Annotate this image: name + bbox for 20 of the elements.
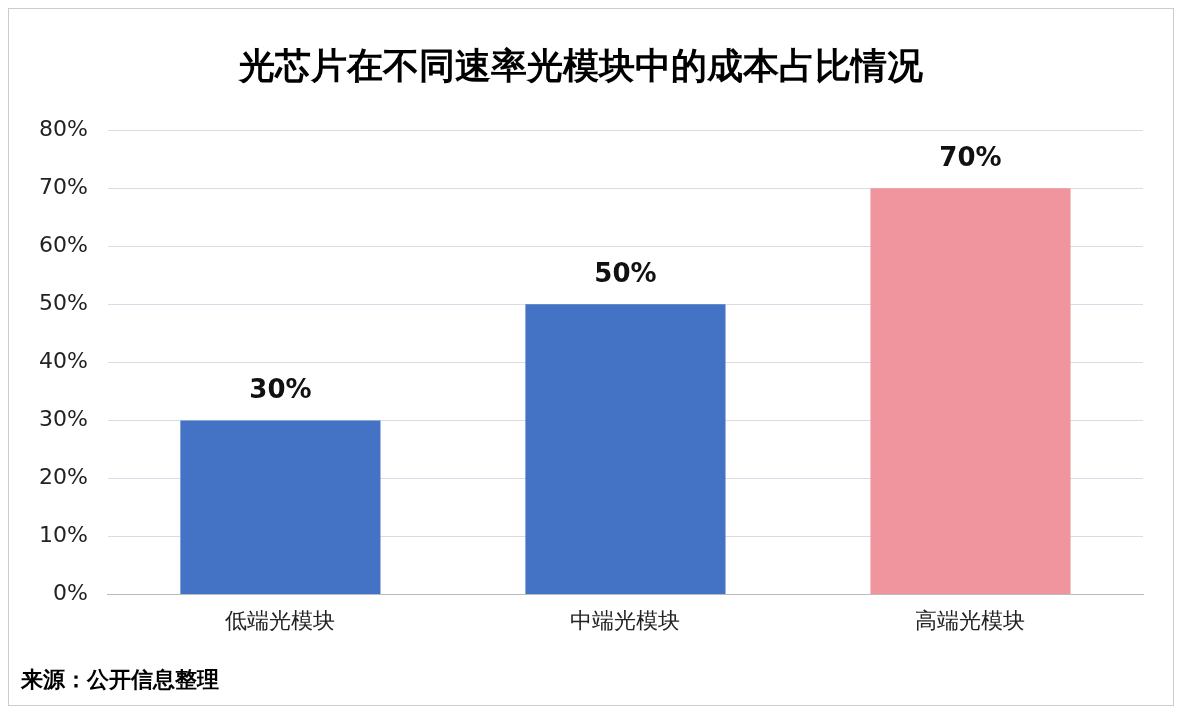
y-tick-label: 40%: [38, 348, 88, 374]
x-tick-label: 高端光模块: [915, 607, 1026, 633]
chart-title: 光芯片在不同速率光模块中的成本占比情况: [237, 44, 923, 86]
source-note: 来源：公开信息整理: [20, 666, 220, 694]
bar: [180, 420, 381, 595]
y-tick-label: 80%: [38, 115, 88, 141]
y-tick-label: 60%: [38, 232, 88, 258]
y-tick-label: 30%: [38, 406, 88, 432]
bar: [870, 188, 1071, 595]
y-tick-label: 20%: [38, 464, 88, 490]
y-tick-label: 0%: [52, 580, 88, 606]
y-tick-label: 50%: [38, 290, 88, 316]
x-tick-label: 中端光模块: [570, 607, 681, 633]
data-label: 50%: [594, 258, 657, 289]
data-label: 70%: [939, 142, 1002, 172]
x-tick-label: 低端光模块: [225, 607, 336, 633]
data-label: 30%: [249, 374, 312, 405]
y-tick-label: 10%: [38, 522, 88, 548]
y-tick-label: 70%: [38, 173, 88, 199]
bar: [525, 304, 726, 595]
